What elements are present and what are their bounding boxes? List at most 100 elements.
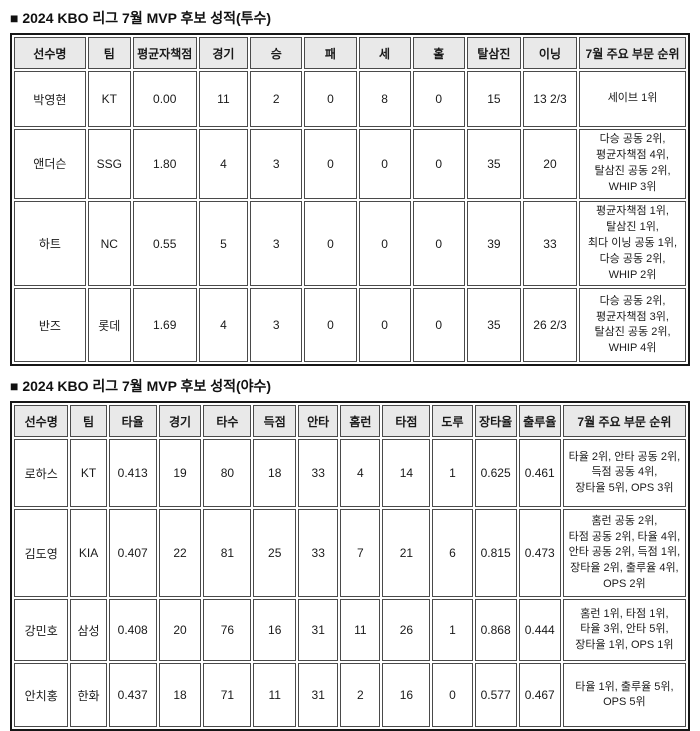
report-page: ■ 2024 KBO 리그 7월 MVP 후보 성적(투수) 선수명 팀 평균자책점…: [10, 10, 690, 731]
player-name-cell: 반즈: [14, 288, 86, 363]
stat-cell: 1: [432, 439, 473, 508]
stat-cell: 0.00: [132, 71, 197, 127]
stat-cell: 14: [382, 439, 431, 508]
player-name-cell: 박영현: [14, 71, 86, 127]
rank-cell: 다승 공동 2위, 평균자책점 4위, 탈삼진 공동 2위, WHIP 3위: [579, 129, 686, 199]
column-header: 경기: [198, 37, 249, 69]
stat-cell: 0: [358, 200, 411, 287]
table-row: 하트 NC 0.55 5 3 0 0 0 39 33 평균자책점 1위, 탈삼진 1위, 최다 이닝…: [14, 200, 686, 287]
stat-cell: 1: [432, 599, 473, 662]
column-header: 승: [250, 37, 303, 69]
column-header: 도루: [432, 405, 473, 438]
stat-cell: 0: [412, 129, 465, 199]
stat-cell: 0.815: [474, 509, 517, 598]
stat-cell: 7: [340, 509, 381, 598]
column-header: 홀: [412, 37, 465, 69]
column-header: 7월 주요 부문 순위: [579, 37, 686, 69]
header-row: 선수명 팀 타율 경기 타수 득점 안타 홈런 타점 도루 장타율 출루율 7월 주요 부문 순위: [14, 405, 686, 438]
rank-cell: 세이브 1위: [579, 71, 686, 127]
stat-cell: 0: [304, 288, 357, 363]
stat-cell: 0.868: [474, 599, 517, 662]
stat-cell: 11: [198, 71, 249, 127]
table-row: 앤더슨 SSG 1.80 4 3 0 0 0 35 20 다승 공동 2위, 평균자책점 4위, 탈…: [14, 129, 686, 199]
table-row: 김도영 KIA 0.407 22 81 25 33 7 21 6 0.815 0.473 홈런 공동 2…: [14, 509, 686, 598]
table-row: 안치홍 한화 0.437 18 71 11 31 2 16 0 0.577 0.467 타율 1위, 출…: [14, 663, 686, 728]
hitters-table-body: 로하스 KT 0.413 19 80 18 33 4 14 1 0.625 0.461 타율 2위, 안…: [14, 439, 686, 728]
rank-cell: 홈런 공동 2위, 타점 공동 2위, 타율 4위, 안타 공동 2위, 득점 …: [562, 509, 686, 598]
stat-cell: 0.55: [132, 200, 197, 287]
column-header: 탈삼진: [466, 37, 521, 69]
stat-cell: 21: [382, 509, 431, 598]
column-header: 출루율: [518, 405, 561, 438]
player-name-cell: 앤더슨: [14, 129, 86, 199]
stat-cell: 33: [298, 509, 339, 598]
stat-cell: NC: [87, 200, 131, 287]
stat-cell: 0.625: [474, 439, 517, 508]
stat-cell: 18: [158, 663, 202, 728]
stat-cell: 0.577: [474, 663, 517, 728]
stat-cell: 16: [382, 663, 431, 728]
stat-cell: 0.407: [108, 509, 157, 598]
stat-cell: 80: [203, 439, 252, 508]
stat-cell: 3: [250, 288, 303, 363]
stat-cell: 0.444: [518, 599, 561, 662]
stat-cell: SSG: [87, 129, 131, 199]
stat-cell: 4: [198, 129, 249, 199]
table-row: 반즈 롯데 1.69 4 3 0 0 0 35 26 2/3 다승 공동 2위, 평균자책점 3위,…: [14, 288, 686, 363]
stat-cell: 26 2/3: [522, 288, 578, 363]
stat-cell: 0: [412, 288, 465, 363]
stat-cell: 0: [432, 663, 473, 728]
stat-cell: 2: [250, 71, 303, 127]
pitchers-stat-table: 선수명 팀 평균자책점 경기 승 패 세 홀 탈삼진 이닝 7월 주요 부문 순위 박영현 KT 0.0…: [10, 33, 690, 367]
player-name-cell: 김도영: [14, 509, 69, 598]
rank-cell: 다승 공동 2위, 평균자책점 3위, 탈삼진 공동 2위, WHIP 4위: [579, 288, 686, 363]
column-header: 7월 주요 부문 순위: [562, 405, 686, 438]
rank-cell: 홈런 1위, 타점 1위, 타율 3위, 안타 5위, 장타율 1위, OPS …: [562, 599, 686, 662]
stat-cell: KT: [70, 439, 107, 508]
column-header: 경기: [158, 405, 202, 438]
table-title-pitchers: ■ 2024 KBO 리그 7월 MVP 후보 성적(투수): [10, 10, 272, 26]
stat-cell: 18: [253, 439, 297, 508]
column-header: 선수명: [14, 405, 69, 438]
stat-cell: 5: [198, 200, 249, 287]
stat-cell: 0: [304, 71, 357, 127]
player-name-cell: 하트: [14, 200, 86, 287]
table-title-hitters: ■ 2024 KBO 리그 7월 MVP 후보 성적(야수): [10, 378, 272, 395]
stat-cell: 11: [340, 599, 381, 662]
column-header: 이닝: [522, 37, 578, 69]
table-row: 로하스 KT 0.413 19 80 18 33 4 14 1 0.625 0.461 타율 2위, 안…: [14, 439, 686, 508]
rank-cell: 타율 1위, 출루율 5위, OPS 5위: [562, 663, 686, 728]
stat-cell: 0: [412, 200, 465, 287]
stat-cell: 22: [158, 509, 202, 598]
stat-cell: 3: [250, 200, 303, 287]
stat-cell: 19: [158, 439, 202, 508]
stat-cell: 31: [298, 599, 339, 662]
header-row: 선수명 팀 평균자책점 경기 승 패 세 홀 탈삼진 이닝 7월 주요 부문 순위: [14, 37, 686, 69]
rank-cell: 평균자책점 1위, 탈삼진 1위, 최다 이닝 공동 1위, 다승 공동 2위,…: [579, 200, 686, 287]
stat-cell: 0.473: [518, 509, 561, 598]
stat-cell: 13 2/3: [522, 71, 578, 127]
column-header: 득점: [253, 405, 297, 438]
hitters-stat-table: 선수명 팀 타율 경기 타수 득점 안타 홈런 타점 도루 장타율 출루율 7월 주요 부문 순위 로하…: [10, 401, 690, 731]
player-name-cell: 로하스: [14, 439, 69, 508]
stat-cell: 26: [382, 599, 431, 662]
column-header: 타율: [108, 405, 157, 438]
stat-cell: 0: [358, 288, 411, 363]
stat-cell: 71: [203, 663, 252, 728]
stat-cell: 31: [298, 663, 339, 728]
hitters-table-header: 선수명 팀 타율 경기 타수 득점 안타 홈런 타점 도루 장타율 출루율 7월 주요 부문 순위: [14, 405, 686, 438]
stat-cell: 롯데: [87, 288, 131, 363]
column-header: 팀: [87, 37, 131, 69]
stat-cell: 0.461: [518, 439, 561, 508]
stat-cell: KIA: [70, 509, 107, 598]
stat-cell: 한화: [70, 663, 107, 728]
column-header: 선수명: [14, 37, 86, 69]
stat-cell: 8: [358, 71, 411, 127]
stat-cell: 11: [253, 663, 297, 728]
stat-cell: 1.80: [132, 129, 197, 199]
player-name-cell: 안치홍: [14, 663, 69, 728]
stat-cell: 35: [466, 288, 521, 363]
stat-cell: 33: [298, 439, 339, 508]
stat-cell: 20: [522, 129, 578, 199]
stat-cell: 39: [466, 200, 521, 287]
